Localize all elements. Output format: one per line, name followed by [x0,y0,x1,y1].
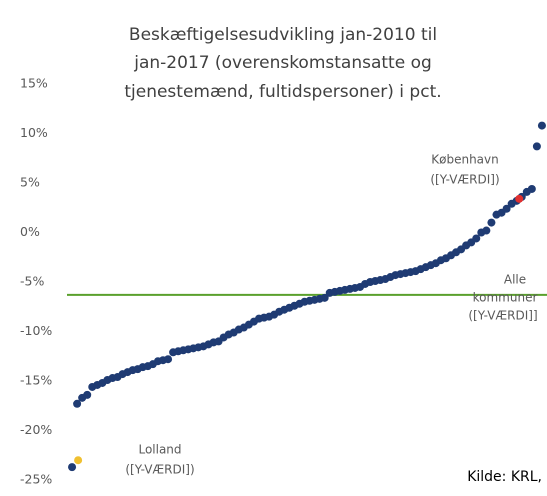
y-tick-label: 15% [20,76,48,91]
point [487,218,496,227]
point [320,293,329,302]
reference-label: ([Y-VÆRDI]] [468,308,537,322]
y-tick-label: -5% [20,274,44,289]
reference-label: Alle [504,272,526,286]
chart-title: jan-2017 (overenskomstansatte og [133,53,432,73]
y-tick-label: -15% [20,373,52,388]
point [83,390,92,399]
point [527,184,536,193]
y-tick-label: 10% [20,125,48,140]
point [502,204,511,213]
source: Kilde: KRL, [467,469,542,485]
chart-title: Beskæftigelsesudvikling jan-2010 til [129,25,437,45]
highlight-point [74,456,83,465]
reference-label: kommuner [473,290,538,304]
point [472,234,481,243]
annotation: ([Y-VÆRDI]) [125,463,194,477]
chart-title: tjenestemænd, fultidspersoner) i pct. [124,82,441,102]
point [537,121,546,130]
y-tick-label: -10% [20,323,52,338]
annotation: København [431,153,498,167]
y-tick-label: -25% [20,472,52,487]
y-tick-label: 0% [20,224,40,239]
annotation: ([Y-VÆRDI]) [430,173,499,187]
point [532,142,541,151]
y-tick-label: 5% [20,175,40,190]
highlight-point [515,194,524,203]
point [164,355,173,364]
y-tick-label: -20% [20,422,52,437]
annotation: Lolland [138,443,181,457]
point [73,399,82,408]
point [68,463,77,472]
point [482,226,491,235]
